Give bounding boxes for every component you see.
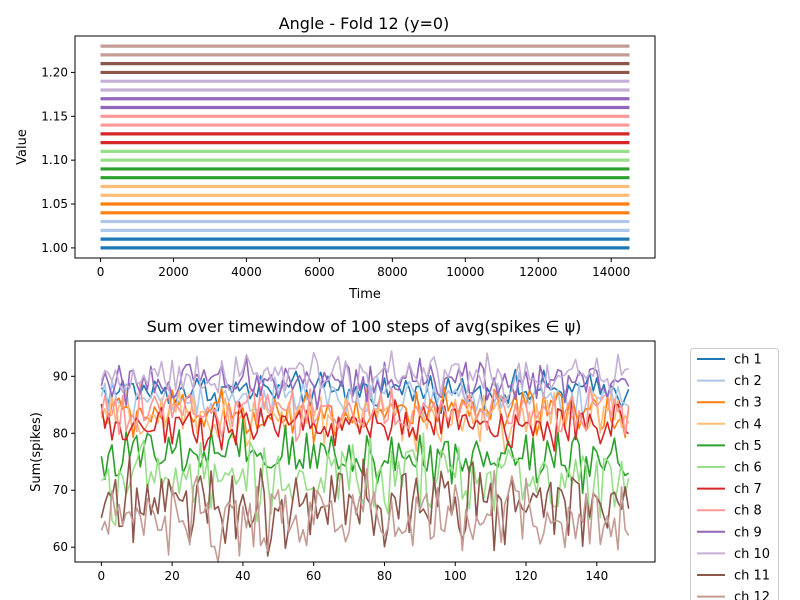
top-x-tick-label: 6000: [304, 265, 335, 279]
bottom-series-line-8: [100, 381, 630, 443]
legend-label: ch 3: [734, 396, 762, 411]
top-chart-x-ticks: 0 2000 4000 6000 8000 10000 12000 14000: [97, 258, 630, 279]
bottom-series-line-7: [100, 396, 630, 452]
legend-label: ch 1: [734, 353, 762, 368]
top-y-tick-label: 1.00: [41, 241, 68, 255]
legend-label: ch 12: [734, 590, 770, 600]
top-x-tick-label: 8000: [377, 265, 408, 279]
bottom-chart-y-ticks: 60 70 80 90: [53, 369, 75, 554]
legend-label: ch 9: [734, 525, 762, 540]
top-chart-title: Angle - Fold 12 (y=0): [279, 14, 450, 33]
bottom-x-tick-label: 120: [515, 569, 538, 583]
bottom-y-tick-label: 60: [53, 540, 68, 554]
bottom-x-tick-label: 60: [306, 569, 321, 583]
top-x-tick-label: 10000: [446, 265, 484, 279]
bottom-chart-series-group: [100, 350, 630, 564]
bottom-y-tick-label: 90: [53, 369, 68, 383]
top-y-tick-label: 1.15: [41, 109, 68, 123]
top-chart-y-axis-label: Value: [15, 129, 30, 165]
bottom-series-line-12: [100, 468, 630, 564]
bottom-series-line-5: [100, 417, 630, 495]
bottom-x-tick-label: 20: [164, 569, 179, 583]
legend-label: ch 5: [734, 439, 762, 454]
bottom-series-line-9: [100, 356, 630, 410]
top-chart: Angle - Fold 12 (y=0) 0 2000 4000 6000 8000 1…: [15, 14, 656, 302]
top-x-tick-label: 14000: [592, 265, 630, 279]
bottom-x-tick-label: 0: [98, 569, 106, 583]
bottom-x-tick-label: 80: [377, 569, 392, 583]
legend-label: ch 11: [734, 569, 770, 584]
top-chart-y-ticks: 1.00 1.05 1.10 1.15 1.20: [41, 65, 75, 255]
bottom-chart: Sum over timewindow of 100 steps of avg(…: [29, 317, 779, 600]
top-y-tick-label: 1.05: [41, 197, 68, 211]
top-chart-plot-frame: [74, 35, 656, 259]
bottom-x-tick-label: 100: [444, 569, 467, 583]
bottom-x-tick-label: 40: [235, 569, 250, 583]
bottom-series-line-11: [100, 455, 630, 557]
legend-label: ch 8: [734, 504, 762, 519]
top-chart-series-group: [100, 44, 630, 250]
bottom-chart-plot-frame: [74, 340, 656, 563]
legend-label: ch 6: [734, 461, 762, 476]
bottom-series-line-10: [100, 350, 629, 404]
top-x-tick-label: 4000: [231, 265, 262, 279]
legend-label: ch 2: [734, 374, 762, 389]
top-x-tick-label: 0: [97, 265, 105, 279]
bottom-chart-y-axis-label: Sum(spikes): [29, 412, 44, 492]
bottom-chart-x-ticks: 0 20 40 60 80 100 120 140: [98, 562, 608, 583]
legend-label: ch 4: [734, 417, 762, 432]
legend-label: ch 10: [734, 547, 770, 562]
top-y-tick-label: 1.20: [41, 65, 68, 79]
bottom-x-tick-label: 140: [585, 569, 608, 583]
legend-label: ch 7: [734, 482, 762, 497]
top-y-tick-label: 1.10: [41, 153, 68, 167]
top-x-tick-label: 12000: [519, 265, 557, 279]
top-chart-x-axis-label: Time: [348, 287, 381, 302]
bottom-chart-title: Sum over timewindow of 100 steps of avg(…: [147, 317, 582, 336]
bottom-y-tick-label: 80: [53, 426, 68, 440]
bottom-y-tick-label: 70: [53, 483, 68, 497]
legend-frame: [690, 348, 779, 600]
top-x-tick-label: 2000: [158, 265, 189, 279]
legend: ch 1 ch 2 ch 3 ch 4 ch 5 ch 6 ch 7 ch 8 ch 9 ch 1…: [690, 348, 779, 600]
